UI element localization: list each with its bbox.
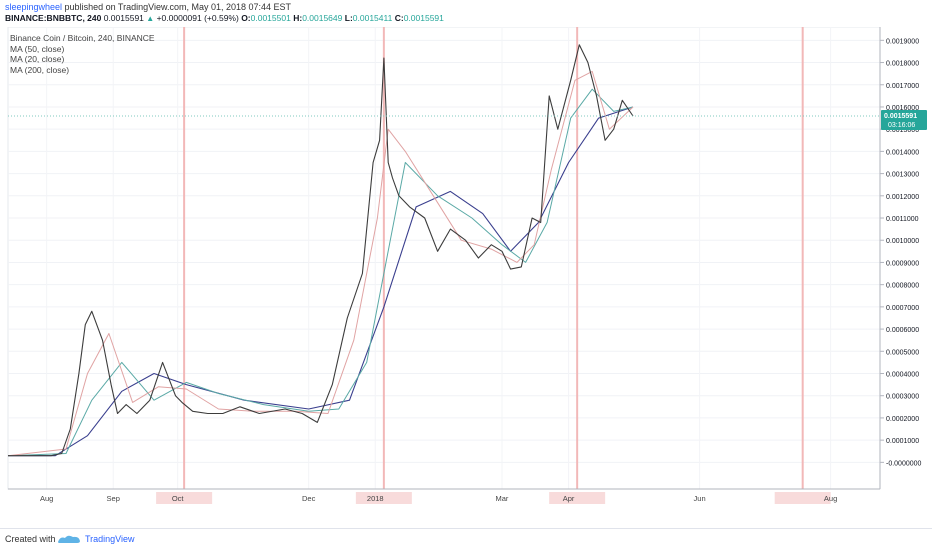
y-tick-label: -0.0000000 <box>886 460 922 467</box>
price-chart-svg[interactable]: -0.0000000 0.0001000 0.0002000 0.0003000 0.0… <box>0 26 932 523</box>
y-tick-label: 0.0004000 <box>886 372 919 379</box>
x-tick-label: Apr <box>563 494 575 503</box>
close-label: C: <box>394 13 404 23</box>
y-tick-label: 0.0008000 <box>886 283 919 290</box>
legend-ma50: MA (50, close) <box>10 43 65 54</box>
up-triangle-icon: ▲ <box>146 14 155 23</box>
x-tick-label: Oct <box>172 494 185 503</box>
ohlc-line: BINANCE:BNBBTC, 240 0.0015591 ▲ +0.00000… <box>5 13 444 23</box>
x-tick-label: Dec <box>302 494 316 503</box>
last-price-tag <box>881 110 927 131</box>
symbol-label: BINANCE:BNBBTC, 240 <box>5 13 102 23</box>
ma200-line <box>8 106 634 457</box>
price-change: +0.0000091 (+0.59%) <box>156 13 239 23</box>
last-price-tag-value: 0.0015591 <box>884 113 917 120</box>
y-tick-label: 0.0007000 <box>886 305 919 312</box>
y-tick-label: 0.0001000 <box>886 438 919 445</box>
y-tick-label: 0.0016000 <box>886 105 919 112</box>
last-price-countdown: 03:16:06 <box>888 122 915 129</box>
low-value: 0.0015411 <box>352 13 393 23</box>
y-tick-label: 0.0014000 <box>886 149 919 156</box>
high-value: 0.0015649 <box>302 13 343 23</box>
x-tick-label: 2018 <box>367 494 384 503</box>
close-value: 0.0015591 <box>403 13 444 23</box>
x-tick-label: Jun <box>694 494 706 503</box>
publish-info: published on TradingView.com, May 01, 20… <box>62 2 292 12</box>
session-marker <box>156 492 213 504</box>
y-tick-label: 0.0006000 <box>886 327 919 334</box>
last-price: 0.0015591 <box>103 13 144 23</box>
price-line <box>8 44 634 457</box>
y-tick-label: 0.0018000 <box>886 61 919 68</box>
ma20-line <box>7 70 634 457</box>
y-tick-label: 0.0003000 <box>886 394 919 401</box>
tradingview-logo-icon <box>58 535 80 543</box>
y-tick-label: 0.0005000 <box>886 349 919 356</box>
session-marker <box>549 492 606 504</box>
open-value: 0.0015501 <box>250 13 291 23</box>
grid <box>7 26 881 490</box>
y-tick-label: 0.0012000 <box>886 194 919 201</box>
axes: -0.0000000 0.0001000 0.0002000 0.0003000 0.0… <box>8 27 927 503</box>
y-tick-label: 0.0002000 <box>886 416 919 423</box>
y-tick-label: 0.0010000 <box>886 238 919 245</box>
legend-ma20: MA (20, close) <box>10 54 65 64</box>
author-link[interactable]: sleepingwheel <box>5 2 63 12</box>
plot-border <box>7 26 881 490</box>
publish-line: sleepingwheel published on TradingView.c… <box>5 2 291 12</box>
legend-symbol: Binance Coin / Bitcoin, 240, BINANCE <box>10 33 155 43</box>
session-marker <box>774 492 831 504</box>
chart-header: sleepingwheel published on TradingView.c… <box>0 0 932 26</box>
x-tick-label: Aug <box>824 494 837 503</box>
ma50-line <box>7 88 634 457</box>
x-tick-label: Sep <box>107 494 120 503</box>
series-group <box>7 44 880 457</box>
y-tick-label: 0.0009000 <box>886 260 919 267</box>
x-tick-label: Mar <box>496 494 509 503</box>
y-tick-label: 0.0011000 <box>886 216 919 223</box>
tradingview-link[interactable]: TradingView <box>85 534 135 544</box>
open-label: O: <box>241 13 251 23</box>
legend-ma200: MA (200, close) <box>10 64 70 75</box>
y-tick-label: 0.0019000 <box>886 38 919 45</box>
low-label: L: <box>344 13 353 23</box>
high-label: H: <box>293 13 303 23</box>
chart-legend: Binance Coin / Bitcoin, 240, BINANCE MA … <box>10 33 155 75</box>
chart-area[interactable]: -0.0000000 0.0001000 0.0002000 0.0003000 0.0… <box>0 26 932 523</box>
session-breaks <box>156 27 831 504</box>
session-marker <box>355 492 412 504</box>
y-tick-label: 0.0015000 <box>886 127 919 134</box>
y-tick-label: 0.0013000 <box>886 172 919 179</box>
y-tick-label: 0.0017000 <box>886 83 919 90</box>
created-with-text: Created with <box>5 534 56 544</box>
footer: Created with TradingView <box>0 528 932 551</box>
x-tick-label: Aug <box>40 494 53 503</box>
